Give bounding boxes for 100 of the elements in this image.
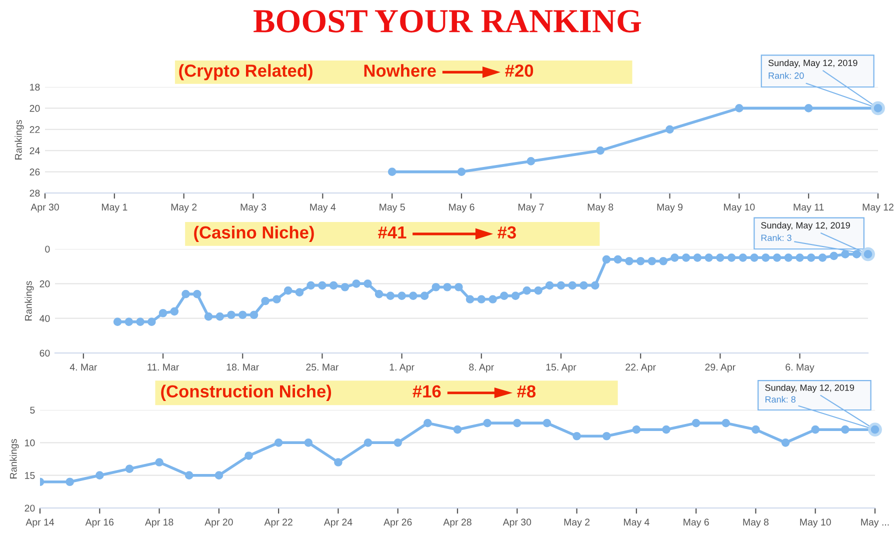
y-tick-label: 60 <box>40 350 50 357</box>
text: (Crypto Related) <box>179 64 312 80</box>
point <box>95 471 104 480</box>
y-tick-label: 15 <box>25 472 35 479</box>
x-tick-label: Apr 28 <box>443 518 472 528</box>
x-tick-label: May 7 <box>518 204 544 212</box>
y-axis-title: Rankings <box>24 281 34 320</box>
y-tick-label: 20 <box>30 104 40 112</box>
point <box>388 168 396 176</box>
point <box>752 425 760 434</box>
x-tick-label: May 5 <box>380 204 405 212</box>
x-tick-label: May ... <box>861 518 889 528</box>
point <box>274 438 283 447</box>
x-tick-label: 15. Apr <box>546 364 576 372</box>
x-tick-label: 11. Mar <box>148 364 179 371</box>
point <box>602 432 611 440</box>
x-tick-label: Apr 30 <box>30 204 59 212</box>
x-tick-label: May 8 <box>588 204 614 212</box>
x-tick-label: Apr 24 <box>324 518 352 528</box>
x-tick-label: May 9 <box>657 204 683 212</box>
x-tick-label: 1. Apr <box>390 364 414 372</box>
y-axis-title: Rankings <box>10 439 19 478</box>
x-tick-label: Apr 18 <box>144 518 174 528</box>
y-tick-label: 10 <box>25 439 35 446</box>
x-tick-label: Apr 14 <box>26 518 54 528</box>
x-tick-label: Apr 16 <box>85 518 114 528</box>
x-tick-label: May 1 <box>102 204 128 212</box>
y-tick-label: 28 <box>30 190 40 197</box>
x-tick-label: May 2 <box>171 204 197 212</box>
point <box>304 438 313 447</box>
text: (Casino Niche) <box>194 226 314 242</box>
chart-title: BOOST YOUR RANKING <box>254 10 642 32</box>
point <box>666 125 674 134</box>
point <box>781 438 790 447</box>
text: (Construction Niche) <box>161 384 332 401</box>
y-axis-title: Rankings <box>14 120 24 160</box>
annotation: Sunday, May 12, 2019 <box>761 222 850 230</box>
annotation: Sunday, May 12, 2019 <box>765 384 854 393</box>
y-tick-label: 5 <box>30 406 35 414</box>
y-tick-label: 24 <box>30 147 40 154</box>
annotation: Rank: 20 <box>768 72 804 79</box>
point <box>394 438 402 447</box>
point <box>424 418 432 428</box>
x-tick-label: 18. Mar <box>226 364 259 371</box>
x-tick-label: May 8 <box>743 518 769 528</box>
x-tick-label: May 10 <box>724 204 755 212</box>
x-tick-label: May 10 <box>800 518 831 528</box>
point <box>632 425 641 434</box>
point <box>735 104 744 112</box>
x-tick-label: Apr 22 <box>264 518 292 528</box>
x-tick-label: May 6 <box>449 204 474 212</box>
point <box>66 478 74 486</box>
y-tick-label: 22 <box>30 126 40 133</box>
x-tick-label: May 11 <box>794 204 824 212</box>
point <box>804 104 813 112</box>
x-tick-label: 29. Apr <box>705 364 736 372</box>
point <box>542 418 552 428</box>
x-tick-label: 25. Mar <box>306 364 339 371</box>
point <box>244 452 253 460</box>
point <box>596 146 604 155</box>
x-tick-label: May 3 <box>240 204 266 212</box>
point <box>214 471 224 480</box>
x-tick-label: Apr 20 <box>204 518 233 528</box>
point <box>334 458 342 466</box>
x-tick-label: May 4 <box>624 518 650 528</box>
y-tick-label: 18 <box>30 84 40 91</box>
text: Nowhere <box>364 64 436 77</box>
y-tick-label: 40 <box>40 315 50 322</box>
point <box>841 425 850 434</box>
x-tick-label: Apr 26 <box>384 518 412 528</box>
point <box>811 425 820 434</box>
point <box>453 425 462 434</box>
x-tick-label: May 12 <box>862 204 894 212</box>
point <box>364 438 372 447</box>
point <box>722 418 730 428</box>
x-tick-label: Apr 30 <box>502 518 532 528</box>
point <box>483 418 492 428</box>
point <box>457 168 466 176</box>
text: #16 <box>412 385 441 398</box>
point <box>125 464 134 473</box>
text: #20 <box>505 64 534 77</box>
point <box>662 425 670 434</box>
x-tick-label: May 2 <box>564 518 590 528</box>
text: #41 <box>378 226 406 238</box>
point <box>692 418 700 428</box>
y-tick-label: 26 <box>30 168 40 176</box>
point <box>526 157 536 166</box>
text: #3 <box>498 226 516 239</box>
text: #8 <box>517 385 536 398</box>
annotation: Rank: 8 <box>766 396 796 403</box>
y-tick-label: 20 <box>40 280 50 288</box>
annotation: Sunday, May 12, 2019 <box>768 59 858 68</box>
x-tick-label: May 4 <box>310 204 336 212</box>
point <box>512 418 522 428</box>
y-tick-label: 20 <box>24 504 35 512</box>
x-tick-label: 4. Mar <box>70 364 98 371</box>
x-tick-label: 6. May <box>786 364 814 372</box>
point <box>184 471 194 480</box>
point <box>155 458 164 466</box>
annotation: Rank: 3 <box>761 234 792 242</box>
